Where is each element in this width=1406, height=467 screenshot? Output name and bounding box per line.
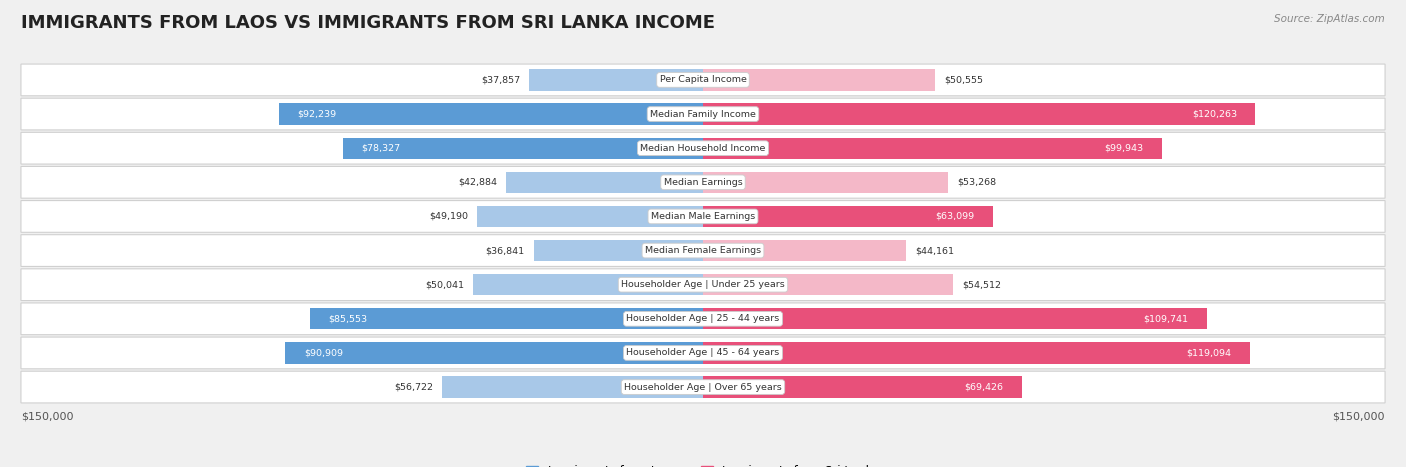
FancyBboxPatch shape bbox=[21, 64, 1385, 96]
Text: $53,268: $53,268 bbox=[957, 178, 995, 187]
FancyBboxPatch shape bbox=[21, 371, 1385, 403]
Text: $36,841: $36,841 bbox=[485, 246, 524, 255]
Legend: Immigrants from Laos, Immigrants from Sri Lanka: Immigrants from Laos, Immigrants from Sr… bbox=[522, 460, 884, 467]
FancyBboxPatch shape bbox=[703, 70, 935, 91]
Text: Median Family Income: Median Family Income bbox=[650, 110, 756, 119]
Text: $49,190: $49,190 bbox=[429, 212, 468, 221]
FancyBboxPatch shape bbox=[703, 206, 993, 227]
FancyBboxPatch shape bbox=[703, 342, 1250, 363]
Text: Householder Age | Over 65 years: Householder Age | Over 65 years bbox=[624, 382, 782, 391]
FancyBboxPatch shape bbox=[21, 269, 1385, 301]
Text: $50,555: $50,555 bbox=[945, 76, 983, 85]
Text: $42,884: $42,884 bbox=[458, 178, 496, 187]
FancyBboxPatch shape bbox=[477, 206, 703, 227]
Text: Householder Age | 25 - 44 years: Householder Age | 25 - 44 years bbox=[627, 314, 779, 323]
Text: Source: ZipAtlas.com: Source: ZipAtlas.com bbox=[1274, 14, 1385, 24]
FancyBboxPatch shape bbox=[703, 308, 1206, 329]
Text: $69,426: $69,426 bbox=[965, 382, 1004, 391]
FancyBboxPatch shape bbox=[703, 172, 948, 193]
FancyBboxPatch shape bbox=[703, 376, 1022, 398]
FancyBboxPatch shape bbox=[506, 172, 703, 193]
Text: Median Male Earnings: Median Male Earnings bbox=[651, 212, 755, 221]
FancyBboxPatch shape bbox=[703, 274, 953, 295]
FancyBboxPatch shape bbox=[534, 240, 703, 261]
FancyBboxPatch shape bbox=[21, 166, 1385, 198]
Text: $85,553: $85,553 bbox=[329, 314, 367, 323]
Text: $150,000: $150,000 bbox=[1333, 411, 1385, 422]
FancyBboxPatch shape bbox=[21, 98, 1385, 130]
FancyBboxPatch shape bbox=[21, 303, 1385, 335]
FancyBboxPatch shape bbox=[280, 104, 703, 125]
Text: $50,041: $50,041 bbox=[425, 280, 464, 289]
FancyBboxPatch shape bbox=[21, 132, 1385, 164]
FancyBboxPatch shape bbox=[703, 240, 905, 261]
FancyBboxPatch shape bbox=[443, 376, 703, 398]
FancyBboxPatch shape bbox=[529, 70, 703, 91]
FancyBboxPatch shape bbox=[474, 274, 703, 295]
FancyBboxPatch shape bbox=[21, 337, 1385, 369]
FancyBboxPatch shape bbox=[21, 235, 1385, 267]
FancyBboxPatch shape bbox=[311, 308, 703, 329]
FancyBboxPatch shape bbox=[21, 200, 1385, 232]
Text: $109,741: $109,741 bbox=[1143, 314, 1188, 323]
Text: $54,512: $54,512 bbox=[963, 280, 1001, 289]
FancyBboxPatch shape bbox=[703, 138, 1161, 159]
Text: $150,000: $150,000 bbox=[21, 411, 73, 422]
Text: $90,909: $90,909 bbox=[304, 348, 343, 357]
Text: $92,239: $92,239 bbox=[298, 110, 337, 119]
Text: IMMIGRANTS FROM LAOS VS IMMIGRANTS FROM SRI LANKA INCOME: IMMIGRANTS FROM LAOS VS IMMIGRANTS FROM … bbox=[21, 14, 716, 32]
Text: Per Capita Income: Per Capita Income bbox=[659, 76, 747, 85]
Text: $56,722: $56,722 bbox=[394, 382, 433, 391]
Text: $120,263: $120,263 bbox=[1192, 110, 1237, 119]
Text: $78,327: $78,327 bbox=[361, 144, 401, 153]
FancyBboxPatch shape bbox=[285, 342, 703, 363]
Text: Median Female Earnings: Median Female Earnings bbox=[645, 246, 761, 255]
Text: $44,161: $44,161 bbox=[915, 246, 955, 255]
FancyBboxPatch shape bbox=[343, 138, 703, 159]
Text: Median Household Income: Median Household Income bbox=[640, 144, 766, 153]
Text: Householder Age | Under 25 years: Householder Age | Under 25 years bbox=[621, 280, 785, 289]
Text: Median Earnings: Median Earnings bbox=[664, 178, 742, 187]
Text: $63,099: $63,099 bbox=[935, 212, 974, 221]
FancyBboxPatch shape bbox=[703, 104, 1256, 125]
Text: $99,943: $99,943 bbox=[1105, 144, 1143, 153]
Text: Householder Age | 45 - 64 years: Householder Age | 45 - 64 years bbox=[627, 348, 779, 357]
Text: $119,094: $119,094 bbox=[1187, 348, 1232, 357]
Text: $37,857: $37,857 bbox=[481, 76, 520, 85]
